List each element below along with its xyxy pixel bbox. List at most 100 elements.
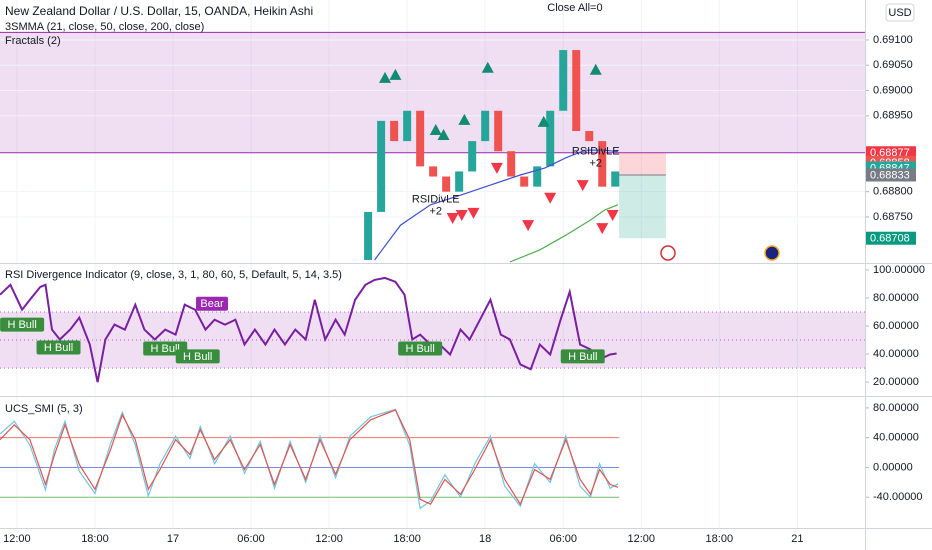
annotation-sub: +2 (429, 206, 442, 218)
candle-body (611, 171, 620, 187)
candle-body (494, 110, 503, 152)
position-target (619, 174, 666, 239)
x-tick-label: 17 (167, 533, 179, 545)
annotation-sub: +2 (589, 158, 602, 170)
fractal-down (544, 192, 557, 204)
x-tick-label: 18:00 (393, 533, 421, 545)
candle-body (455, 171, 464, 192)
fractal-up (379, 71, 392, 83)
indicator-title: Fractals (2) (5, 35, 61, 47)
fractal-down (576, 180, 589, 192)
price-label-text: 0.68833 (870, 169, 910, 181)
annotation: RSIDivLE+2 (412, 194, 460, 218)
x-tick-label: 12:00 (628, 533, 656, 545)
candle-body (572, 50, 581, 131)
candle-body (598, 141, 607, 187)
signal-label (36, 340, 81, 355)
candle-body (416, 110, 425, 167)
candle-body (481, 110, 490, 142)
fractal-down (467, 207, 480, 219)
x-tick-label: 06:00 (237, 533, 265, 545)
y-tick-label: 0.69000 (873, 84, 913, 96)
y-tick-label: 0.69050 (873, 59, 913, 71)
y-tick-label: 80.00000 (873, 292, 919, 304)
y-tick-label: 0.00000 (873, 461, 913, 473)
candle-body (546, 110, 555, 167)
fractal-down (490, 162, 503, 174)
position-stop (619, 152, 666, 175)
y-tick-label: 40.00000 (873, 348, 919, 360)
y-tick-label: 0.68750 (873, 211, 913, 223)
candle-body (468, 141, 477, 172)
chart-title: New Zealand Dollar / U.S. Dollar, 15, OA… (5, 4, 313, 18)
signal-label (398, 341, 443, 356)
candle-body (533, 166, 542, 187)
y-tick-label: 100.00000 (873, 264, 925, 276)
signal-label-text: H Bull (151, 343, 180, 355)
signal-label (196, 296, 229, 311)
price-label (866, 168, 916, 182)
fractal-down (606, 209, 619, 221)
y-tick-label: 60.00000 (873, 320, 919, 332)
fractal-down (522, 220, 535, 232)
candle-body (520, 176, 529, 187)
x-tick-label: 21 (791, 533, 803, 545)
event-flag[interactable] (660, 245, 676, 261)
signal-label-text: H Bull (44, 342, 73, 354)
y-tick-label: -40.00000 (873, 491, 923, 503)
fractal-down (596, 223, 609, 235)
fractal-up (389, 68, 402, 80)
candle-body (559, 50, 568, 111)
candle-body (585, 130, 594, 142)
annotation-text: RSIDivLE (572, 146, 620, 158)
indicator-title: RSI Divergence Indicator (9, close, 3, 1… (5, 269, 342, 281)
candle-body (403, 110, 412, 142)
fractal-down (455, 209, 468, 221)
candle-body (442, 176, 451, 192)
x-tick-label: 12:00 (315, 533, 343, 545)
y-tick-label: 40.00000 (873, 432, 919, 444)
signal-label-text: H Bull (568, 351, 597, 363)
candle-body (377, 120, 386, 212)
y-tick-label: 20.00000 (873, 376, 919, 388)
annotation: Close All=0 (547, 2, 602, 14)
x-tick-label: 18:00 (81, 533, 109, 545)
fractal-down (446, 212, 459, 224)
x-tick-label: 06:00 (549, 533, 577, 545)
series-line (509, 204, 619, 263)
indicator-title: 3SMMA (21, close, 50, close, 200, close) (5, 21, 204, 33)
signal-label (560, 349, 605, 364)
x-tick-label: 12:00 (3, 533, 31, 545)
signal-label-text: H Bull (405, 343, 434, 355)
event-flag[interactable] (764, 245, 780, 261)
currency-button[interactable] (885, 3, 915, 22)
signal-label-text: Bear (200, 298, 224, 310)
fractal-up (481, 61, 494, 73)
price-label-text: 0.68708 (870, 233, 910, 245)
x-tick-label: 18:00 (706, 533, 734, 545)
annotation-text: RSIDivLE (412, 194, 460, 206)
series-line (374, 149, 618, 261)
candle-body (390, 120, 399, 142)
candle-body (507, 151, 516, 177)
indicator-title: UCS_SMI (5, 3) (5, 403, 83, 415)
x-tick-label: 18 (479, 533, 491, 545)
candle-body (364, 211, 373, 260)
series-line (0, 409, 619, 506)
fractal-up (429, 123, 442, 135)
y-tick-label: 0.68800 (873, 186, 913, 198)
price-label (866, 231, 916, 245)
candle-body (429, 166, 438, 177)
signal-label-text: H Bull (7, 319, 36, 331)
signal-label-text: H Bull (183, 351, 212, 363)
annotation-text: Close All=0 (547, 2, 602, 14)
fractal-up (589, 63, 602, 75)
currency-label[interactable]: USD (888, 7, 911, 19)
signal-label (175, 349, 220, 364)
y-tick-label: 80.00000 (873, 402, 919, 414)
fractal-up (537, 115, 550, 127)
signal-label (0, 317, 45, 332)
y-tick-label: 0.68950 (873, 110, 913, 122)
